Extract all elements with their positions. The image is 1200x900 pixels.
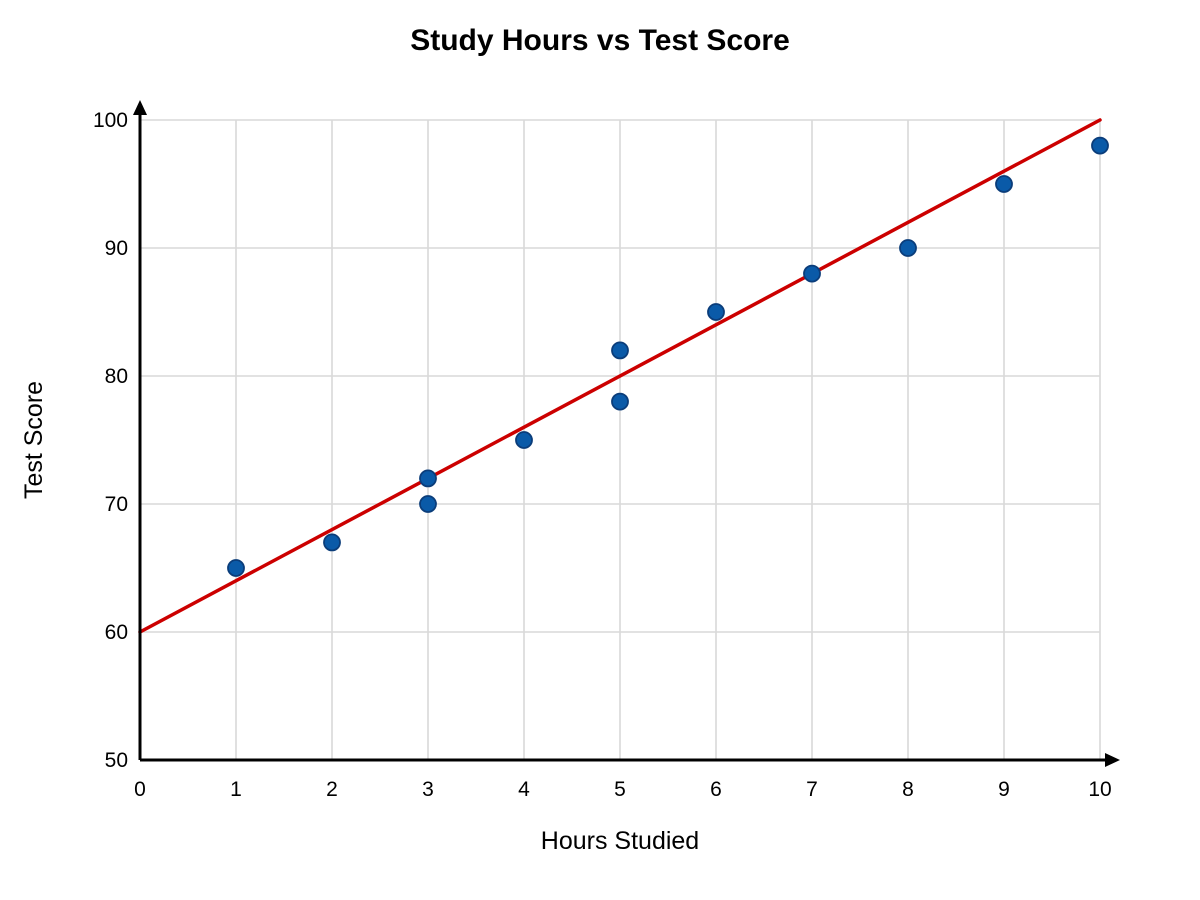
data-point xyxy=(323,533,341,552)
data-point xyxy=(419,495,437,513)
y-axis-arrow xyxy=(133,100,147,115)
data-point xyxy=(611,341,629,360)
x-tick-label: 7 xyxy=(806,778,818,801)
data-point xyxy=(227,559,245,577)
data-point xyxy=(1091,136,1109,155)
trend-line xyxy=(138,118,1102,634)
axes-layer xyxy=(133,100,1120,767)
y-tick-label: 60 xyxy=(105,621,128,644)
x-axis-arrow xyxy=(1105,753,1120,767)
trend-layer xyxy=(138,118,1102,634)
x-tick-label: 4 xyxy=(518,778,530,801)
data-point xyxy=(995,175,1013,193)
points-layer xyxy=(227,136,1109,577)
x-tick-label: 2 xyxy=(326,778,338,801)
x-tick-label: 5 xyxy=(614,778,626,801)
data-point xyxy=(707,303,725,321)
y-tick-label: 80 xyxy=(105,365,128,388)
data-point xyxy=(515,431,533,449)
chart-title: Study Hours vs Test Score xyxy=(410,24,790,57)
x-tick-label: 0 xyxy=(134,778,146,801)
y-tick-label: 50 xyxy=(105,749,128,772)
data-point xyxy=(419,469,437,488)
tick-layer: 0 1 2 3 4 5 6 7 8 9 10 50 60 70 80 90 100 xyxy=(93,109,1112,801)
x-tick-label: 9 xyxy=(998,778,1010,801)
data-point xyxy=(803,264,821,283)
y-tick-label: 100 xyxy=(93,109,128,132)
data-point xyxy=(899,239,917,257)
x-tick-label: 6 xyxy=(710,778,722,801)
grid-layer xyxy=(140,119,1101,760)
data-point xyxy=(611,392,629,411)
y-axis-label: Test Score xyxy=(20,381,48,499)
x-tick-label: 1 xyxy=(230,778,242,801)
x-tick-label: 3 xyxy=(422,778,434,801)
y-tick-label: 70 xyxy=(105,493,128,516)
x-tick-label: 10 xyxy=(1088,778,1111,801)
x-axis-label: Hours Studied xyxy=(541,827,699,855)
x-tick-label: 8 xyxy=(902,778,914,801)
y-tick-label: 90 xyxy=(105,237,128,260)
